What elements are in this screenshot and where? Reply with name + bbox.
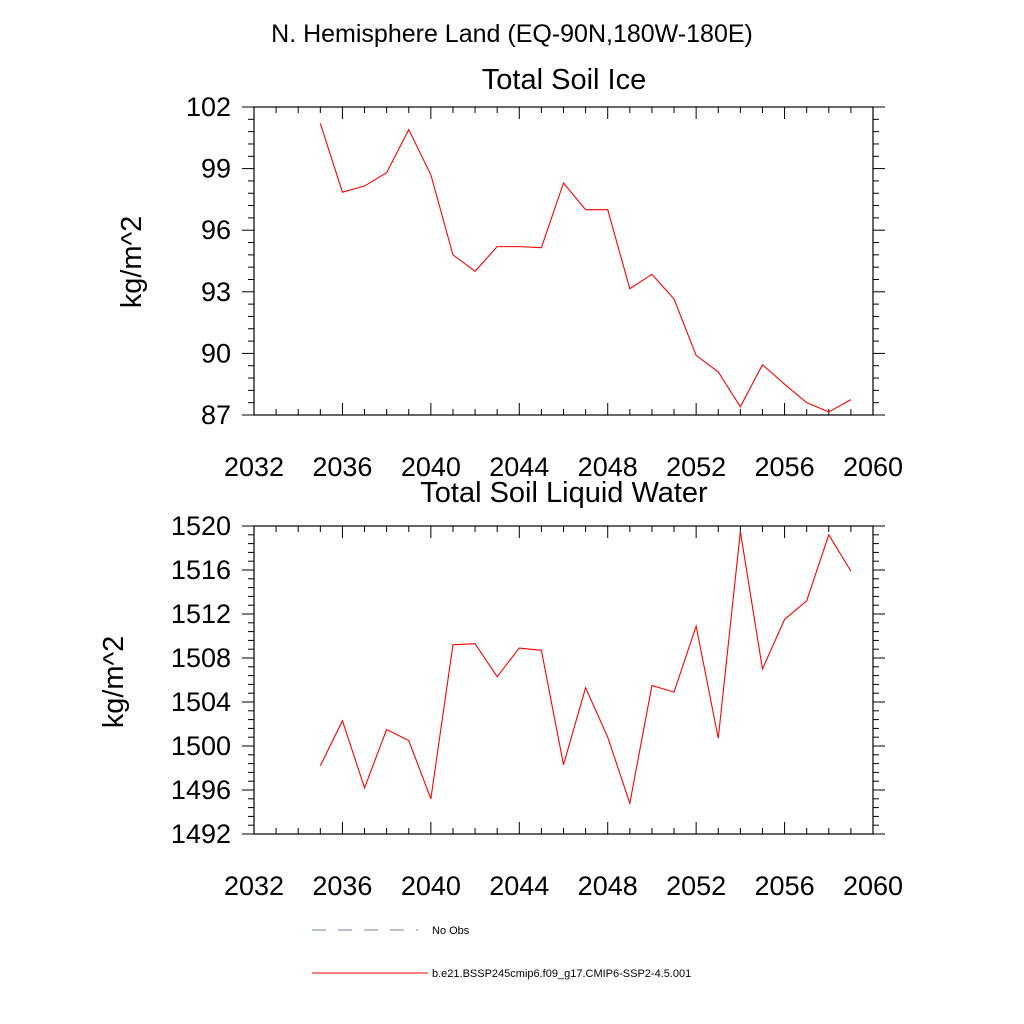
x-tick-label: 2036 (312, 452, 372, 482)
y-tick-label: 1508 (171, 643, 231, 673)
x-tick-labels: 2032 2036 2040 2044 2048 2052 2056 2060 (224, 871, 903, 901)
y-tick-label: 1492 (171, 819, 231, 849)
y-axis-label: kg/m^2 (98, 636, 130, 729)
series-group (319, 123, 852, 413)
x-tick-label: 2040 (401, 871, 461, 901)
plot-frame (253, 106, 874, 416)
series-line (319, 531, 852, 806)
series-line (319, 123, 852, 413)
y-tick-label: 1500 (171, 731, 231, 761)
x-tick-label: 2052 (666, 452, 726, 482)
y-tick-label: 1496 (171, 775, 231, 805)
axis-ticks (242, 525, 885, 835)
y-tick-label: 96 (201, 215, 231, 245)
y-tick-labels: 1492 1496 1500 1504 1508 1512 1516 1520 (171, 511, 231, 849)
axis-ticks (242, 106, 885, 416)
x-tick-label: 2056 (755, 452, 815, 482)
figure-suptitle: N. Hemisphere Land (EQ-90N,180W-180E) (271, 20, 753, 48)
y-tick-label: 1520 (171, 511, 231, 541)
panel-total-soil-liquid-water: Total Soil Liquid Water kg/m^2 2032 2036 2… (98, 477, 903, 901)
y-tick-label: 102 (186, 92, 231, 122)
y-tick-label: 1504 (171, 687, 231, 717)
x-tick-label: 2032 (224, 871, 284, 901)
y-tick-label: 87 (201, 400, 231, 430)
legend-item-model-run: b.e21.BSSP245cmip6.f09_g17.CMIP6-SSP2-4.… (312, 968, 691, 980)
x-tick-labels: 2032 2036 2040 2044 2048 2052 2056 2060 (224, 452, 903, 482)
x-tick-label: 2060 (843, 871, 903, 901)
x-tick-label: 2048 (578, 452, 638, 482)
y-tick-label: 1516 (171, 555, 231, 585)
legend-label: b.e21.BSSP245cmip6.f09_g17.CMIP6-SSP2-4.… (432, 968, 691, 980)
y-axis-label: kg/m^2 (116, 216, 148, 309)
x-tick-label: 2048 (578, 871, 638, 901)
x-tick-label: 2036 (312, 871, 372, 901)
legend: No Obs b.e21.BSSP245cmip6.f09_g17.CMIP6-… (312, 925, 691, 980)
plot-frame (253, 525, 874, 835)
x-tick-label: 2044 (489, 452, 549, 482)
panel-total-soil-ice: Total Soil Ice kg/m^2 2032 2036 2040 2044 20… (116, 64, 903, 482)
chart-title: Total Soil Ice (482, 64, 646, 96)
x-tick-label: 2052 (666, 871, 726, 901)
y-tick-label: 93 (201, 277, 231, 307)
y-tick-labels: 87 90 93 96 99 102 (186, 92, 231, 430)
x-tick-label: 2056 (755, 871, 815, 901)
series-group (319, 531, 852, 806)
y-tick-label: 90 (201, 338, 231, 368)
x-tick-label: 2032 (224, 452, 284, 482)
legend-label: No Obs (432, 925, 470, 937)
y-tick-label: 99 (201, 154, 231, 184)
legend-item-no-obs: No Obs (312, 925, 470, 937)
chart-title: Total Soil Liquid Water (420, 477, 708, 509)
x-tick-label: 2060 (843, 452, 903, 482)
x-tick-label: 2040 (401, 452, 461, 482)
y-tick-label: 1512 (171, 599, 231, 629)
x-tick-label: 2044 (489, 871, 549, 901)
